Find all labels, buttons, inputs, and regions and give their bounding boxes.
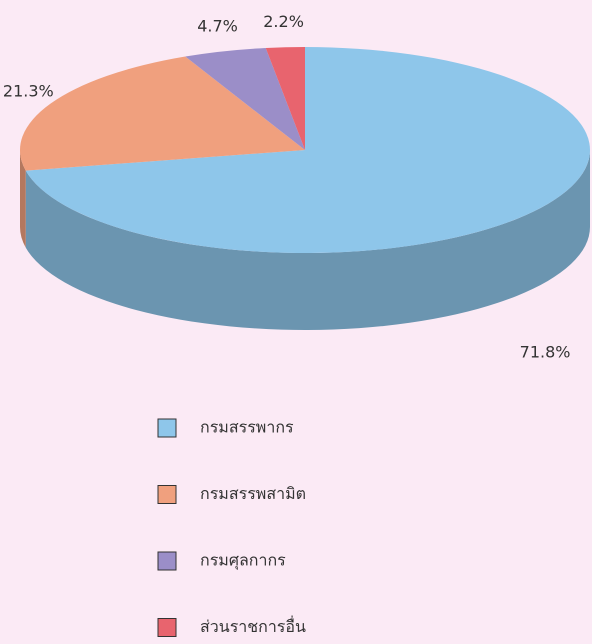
slice-side [25, 150, 590, 330]
slice [265, 47, 305, 150]
data-label: 2.2% [263, 12, 304, 31]
legend-swatch [157, 485, 177, 504]
legend-label: กรมสรรพากร [200, 418, 294, 437]
legend-swatch [157, 618, 177, 637]
legend-label: กรมศุลกากร [200, 551, 286, 571]
legend-swatch [157, 551, 177, 571]
legend-label: กรมสรรพสามิต [200, 484, 306, 503]
data-label: 71.8% [520, 342, 571, 361]
slice [25, 47, 590, 254]
legend-label: ส่วนราชการอื่น [200, 615, 306, 636]
legend-swatch [157, 418, 177, 438]
data-label: 4.7% [197, 17, 238, 36]
data-label: 21.3% [3, 82, 54, 101]
slice [185, 47, 305, 151]
slice-side [20, 150, 26, 248]
slice [19, 56, 305, 171]
